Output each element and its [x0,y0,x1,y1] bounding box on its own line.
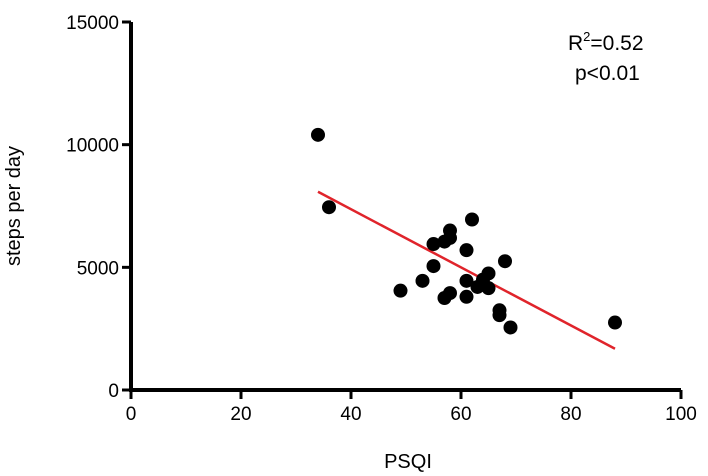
data-point [498,254,512,269]
x-tick-label: 60 [450,404,471,425]
y-tick-label: 0 [108,381,119,402]
r-squared-annotation: R2=0.52 [568,29,644,55]
y-axis-title: steps per day [3,146,25,266]
x-axis-title: PSQI [384,451,432,473]
x-tick-label: 40 [340,404,361,425]
axis-labels: 0 20 40 60 80 100 0 5000 10000 15000 [66,13,697,425]
axes [122,20,683,399]
data-point [426,259,441,274]
data-point [415,273,430,288]
data-point [481,281,496,296]
x-tick-label: 0 [126,404,137,425]
data-point [443,230,457,245]
data-point [459,243,474,258]
data-point [492,308,507,323]
data-points [311,127,622,335]
data-point [608,315,622,330]
data-point [459,289,474,304]
y-tick-label: 5000 [77,258,119,279]
data-point [322,200,336,215]
y-tick-label: 10000 [66,136,119,157]
y-tick-label: 15000 [66,13,119,34]
data-point [465,212,479,227]
data-point [443,286,457,301]
data-point [393,283,408,298]
data-point [459,273,474,288]
data-point [311,127,325,142]
regression-line [317,190,616,350]
x-tick-label: 100 [665,404,697,425]
regression-line-group [317,190,616,350]
p-value-annotation: p<0.01 [575,62,640,85]
data-point [481,266,496,281]
data-point [503,320,518,335]
data-point [426,237,441,252]
x-tick-label: 80 [560,404,581,425]
x-tick-label: 20 [230,404,251,425]
